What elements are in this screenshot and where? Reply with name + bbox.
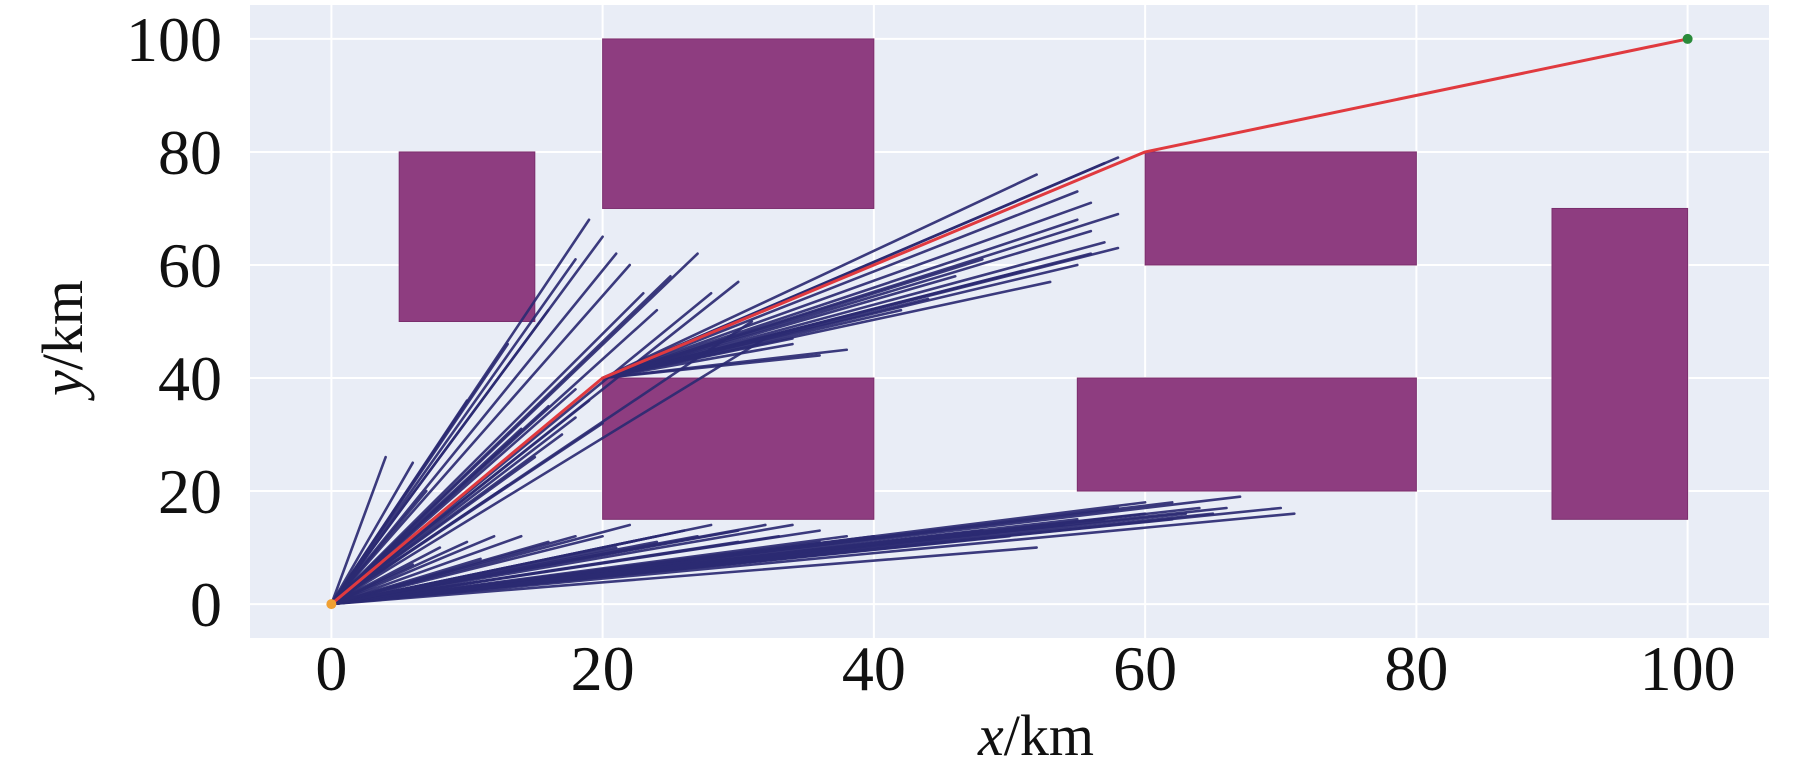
tree-edge [330,263,632,606]
tree-edge [330,455,387,606]
y-tick-label: 20 [158,456,222,527]
search-tree [330,156,1296,606]
tree-edge [330,218,591,606]
x-axis-label: x/km [977,703,1094,762]
tree-edge [601,258,984,380]
tree-edge [601,337,794,380]
tree-edge [601,173,1038,380]
tree-edge [330,512,1188,606]
tree-edge [601,201,1093,380]
y-axis-label-var: y [30,370,95,401]
obstacles [398,38,1689,520]
tree-edge [601,348,849,380]
y-tick-label: 0 [190,569,222,640]
tree-edge [601,190,1079,380]
y-axis-label-unit: /km [30,280,95,370]
endpoint-markers [326,33,1693,610]
tree-edge [330,546,618,606]
tree-edge [330,540,740,606]
tree-edge [330,563,415,606]
tree-edge [330,557,482,606]
tree-edge [330,461,415,606]
tree-edge [330,546,1038,606]
x-axis-label-unit: /km [1004,703,1094,762]
obstacle-1 [398,151,536,322]
tree-edge [330,252,699,606]
y-tick-label: 80 [158,117,222,188]
x-tick-label: 20 [571,633,635,704]
obstacle-3 [602,377,875,520]
tree-edge [330,252,618,606]
tree-edge [330,534,496,606]
y-tick-label: 60 [158,230,222,301]
x-tick-label: 40 [842,633,906,704]
y-axis-label: y/km [30,280,95,401]
planned-path [330,37,1688,606]
tree-edge [330,427,523,606]
start-point [326,599,337,610]
tree-edge [330,235,604,606]
tree-edge [330,540,821,606]
goal-point [1682,33,1693,44]
x-tick-label: 80 [1384,633,1448,704]
y-tick-label: 40 [158,343,222,414]
x-axis-label-var: x [977,703,1004,762]
y-tick-labels: 0 20 40 60 80 100 [126,4,222,640]
x-tick-label: 100 [1640,633,1736,704]
obstacle-6 [1551,207,1689,520]
tree-edge [330,337,767,606]
obstacle-4 [1144,151,1417,266]
x-tick-labels: 0 20 40 60 80 100 [315,633,1735,704]
tree-edge [330,258,577,606]
planned-path-layer [330,37,1688,606]
obstacle-5 [1076,377,1417,492]
y-tick-label: 100 [126,4,222,75]
tree-edge [601,274,957,380]
tree-edge [330,534,523,606]
obstacle-2 [602,38,875,209]
x-tick-label: 60 [1113,633,1177,704]
x-tick-label: 0 [315,633,347,704]
